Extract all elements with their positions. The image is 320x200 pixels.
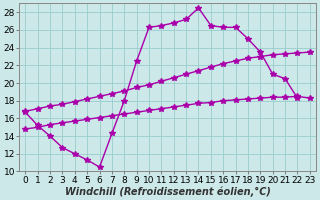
X-axis label: Windchill (Refroidissement éolien,°C): Windchill (Refroidissement éolien,°C) (65, 186, 270, 197)
